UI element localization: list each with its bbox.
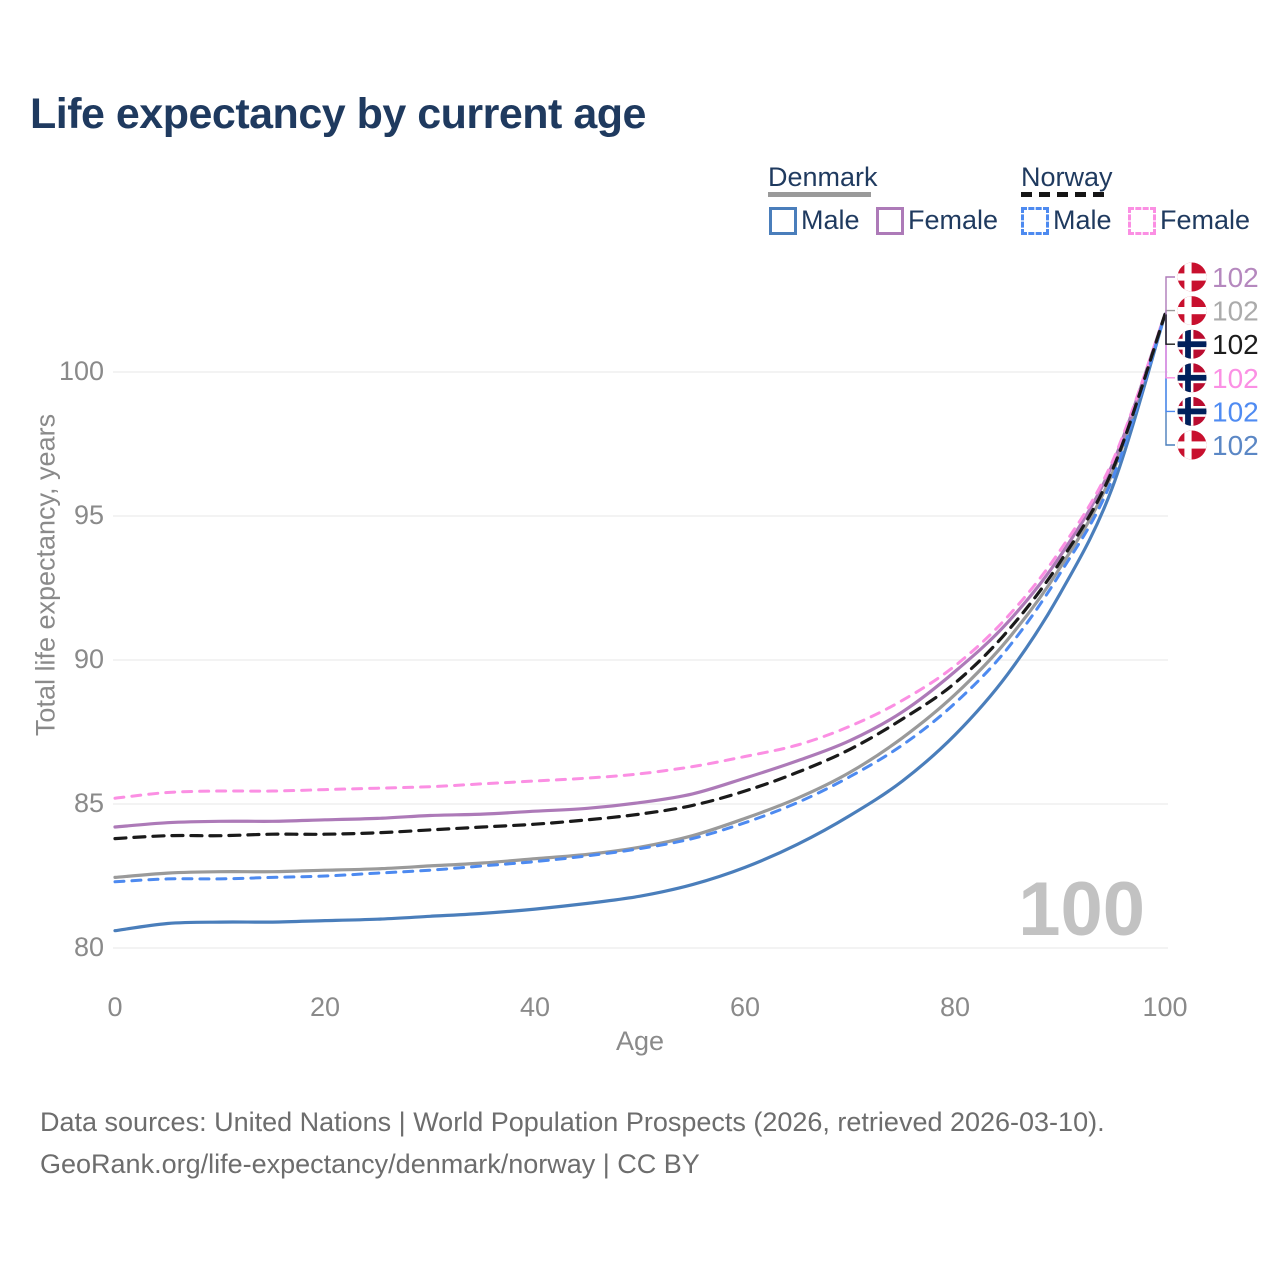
leader-line-denmark-female <box>1165 276 1175 315</box>
legend-norway-line-swatch <box>1021 192 1108 197</box>
legend-label-norway-male: Male <box>1053 205 1112 235</box>
norway-flag-icon <box>1177 396 1207 426</box>
y-tick-100: 100 <box>58 356 104 386</box>
x-tick-40: 40 <box>519 992 551 1022</box>
legend-swatch-denmark-male <box>769 207 797 235</box>
x-tick-20: 20 <box>309 992 341 1022</box>
denmark-flag-icon <box>1177 430 1207 460</box>
leader-line-norway-male <box>1165 314 1175 413</box>
legend-swatch-denmark-female <box>876 207 904 235</box>
legend-swatch-norway-male <box>1021 207 1049 235</box>
y-axis-title: Total life expectancy, years <box>30 413 61 737</box>
y-tick-80: 80 <box>73 932 104 962</box>
denmark-flag-icon <box>1177 262 1207 292</box>
series-line-denmark-total <box>113 312 1167 879</box>
norway-flag-icon <box>1177 329 1207 359</box>
series-line-norway-total <box>113 312 1167 841</box>
denmark-flag-icon <box>1177 296 1207 326</box>
legend-group-denmark-label: Denmark <box>768 162 878 192</box>
series-line-norway-male <box>113 312 1167 884</box>
leader-line-norway-female <box>1165 314 1175 379</box>
leader-line-denmark-male <box>1165 314 1175 446</box>
end-value-label-denmark-total: 102 <box>1212 296 1259 327</box>
series-line-denmark-male <box>113 312 1167 933</box>
leader-line-denmark-total <box>1165 309 1175 315</box>
legend-swatch-norway-female <box>1128 207 1156 235</box>
y-tick-95: 95 <box>73 500 104 530</box>
legend-label-denmark-male: Male <box>801 205 860 235</box>
end-value-label-norway-male: 102 <box>1212 396 1259 427</box>
footer-data-sources: Data sources: United Nations | World Pop… <box>40 1107 1105 1137</box>
watermark-age-100: 100 <box>1018 867 1145 952</box>
x-axis-title: Age <box>615 1026 665 1056</box>
legend-label-denmark-female: Female <box>908 205 999 235</box>
legend-label-norway-female: Female <box>1160 205 1251 235</box>
x-tick-80: 80 <box>939 992 971 1022</box>
x-tick-0: 0 <box>107 992 123 1022</box>
footer-attribution-url: GeoRank.org/life-expectancy/denmark/norw… <box>40 1149 700 1179</box>
x-tick-60: 60 <box>729 992 761 1022</box>
legend-denmark-line-swatch <box>768 192 871 197</box>
series-line-denmark-female <box>113 312 1167 829</box>
end-value-label-denmark-male: 102 <box>1212 430 1259 461</box>
norway-flag-icon <box>1177 363 1207 393</box>
leader-line-norway-total <box>1165 314 1175 345</box>
end-value-label-norway-female: 102 <box>1212 363 1259 394</box>
series-line-norway-female <box>113 312 1167 800</box>
y-tick-85: 85 <box>73 788 104 818</box>
legend-group-norway-label: Norway <box>1021 162 1113 192</box>
page-title: Life expectancy by current age <box>30 90 646 138</box>
end-value-label-denmark-female: 102 <box>1212 262 1259 293</box>
y-tick-90: 90 <box>73 644 104 674</box>
x-tick-100: 100 <box>1142 992 1188 1022</box>
end-value-label-norway-total: 102 <box>1212 329 1259 360</box>
